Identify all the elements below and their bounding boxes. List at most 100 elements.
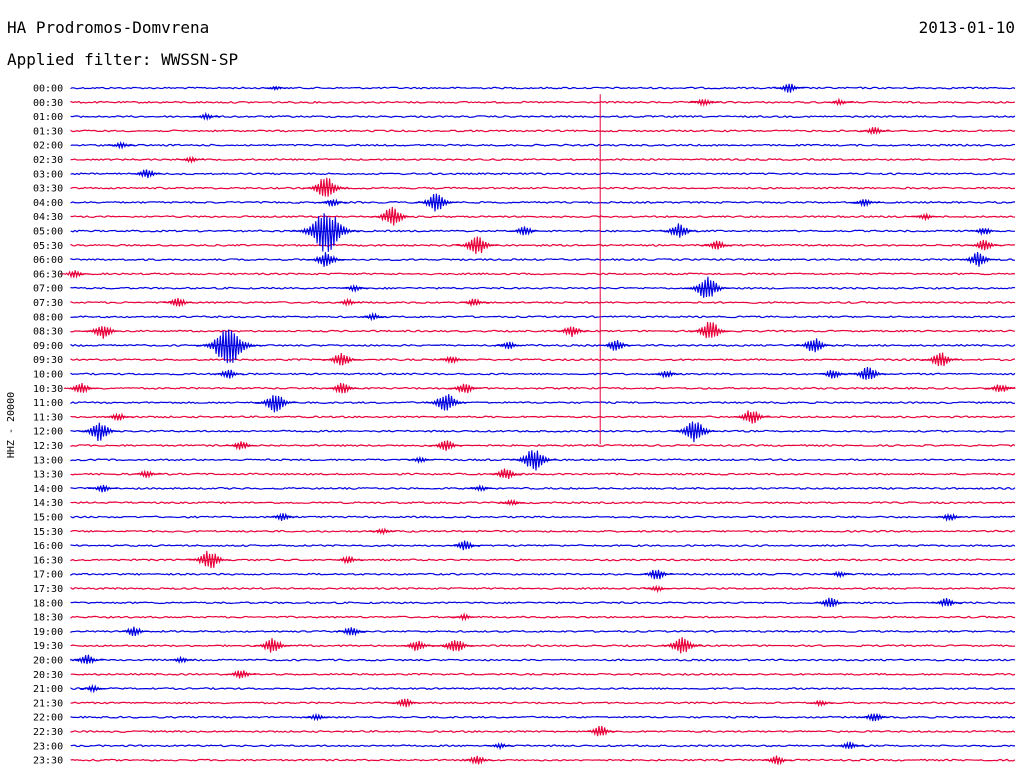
row-label-1930: 19:30 [33,641,63,652]
row-label-0500: 05:00 [33,227,63,238]
event-mark-17 [660,223,698,238]
event-mark-39 [437,355,468,365]
trace-0230 [70,158,1016,161]
event-mark-53 [103,412,134,422]
event-mark-67 [369,527,397,536]
row-label-0300: 03:00 [33,169,63,180]
trace-1800 [70,601,1016,605]
trace-2330 [70,758,1016,762]
event-mark-24 [959,252,998,267]
row-label-2030: 20:30 [33,670,63,681]
event-mark-23 [307,252,346,267]
event-mark-15 [911,212,938,222]
event-mark-58 [510,450,558,471]
trace-0630 [70,272,1016,276]
trace-0100 [70,115,1016,119]
event-mark-54 [78,422,121,441]
event-mark-44 [817,369,849,379]
trace-0730 [70,300,1016,304]
trace-0930 [70,358,1016,362]
trace-0330 [70,186,1016,190]
trace-1100 [70,401,1016,405]
event-mark-34 [689,322,732,339]
event-mark-1 [263,85,288,91]
row-label-2200: 22:00 [33,713,63,724]
trace-2100 [70,687,1016,691]
event-mark-9 [131,169,162,179]
event-mark-56 [225,441,257,451]
event-mark-79 [253,638,292,653]
row-label-0100: 01:00 [33,112,63,123]
event-mark-10 [302,177,350,197]
trace-2030 [70,672,1016,676]
trace-1330 [70,472,1016,476]
row-label-2000: 20:00 [33,656,63,667]
row-label-1030: 10:30 [33,384,63,395]
event-mark-20 [456,236,499,254]
trace-1700 [70,572,1016,576]
event-mark-65 [267,512,297,521]
event-mark-13 [850,199,880,208]
event-mark-43 [213,369,244,379]
event-mark-85 [225,670,257,679]
event-mark-37 [494,341,524,350]
event-mark-90 [303,712,330,722]
trace-2200 [70,715,1016,719]
event-mark-74 [931,598,962,608]
event-marks [59,83,1016,766]
trace-0600 [70,257,1016,262]
trace-0130 [70,129,1016,133]
event-mark-46 [63,383,98,394]
event-mark-64 [498,498,526,507]
trace-0800 [70,315,1016,319]
event-mark-36 [599,340,633,351]
event-mark-50 [254,395,297,413]
row-label-1900: 19:00 [33,627,63,638]
event-mark-6 [859,126,890,136]
event-mark-87 [389,698,421,708]
trace-1930 [70,644,1016,648]
date-label: 2013-01-10 [918,18,1015,37]
row-label-1200: 12:00 [33,427,63,438]
event-mark-88 [807,699,834,708]
trace-1530 [70,529,1016,533]
event-mark-26 [684,276,731,298]
row-label-0430: 04:30 [33,212,63,223]
trace-0400 [70,200,1016,204]
event-mark-82 [400,640,435,651]
row-label-1630: 16:30 [33,555,63,566]
event-mark-40 [323,352,361,366]
event-mark-21 [701,240,732,250]
row-label-1700: 17:00 [33,570,63,581]
event-mark-2 [689,98,720,108]
trace-0500 [70,229,1016,233]
row-label-0830: 08:30 [33,327,63,338]
trace-0000 [70,86,1016,90]
event-mark-45 [652,369,682,379]
event-mark-52 [732,410,771,424]
trace-1830 [70,615,1016,619]
trace-2300 [70,744,1016,748]
row-label-1100: 11:00 [33,398,63,409]
channel-side-label: HHZ - 20000 [6,392,17,458]
event-mark-49 [984,384,1016,393]
row-label-1400: 14:00 [33,484,63,495]
event-mark-84 [167,655,195,664]
event-mark-28 [162,297,194,307]
row-label-0700: 07:00 [33,284,63,295]
row-label-2300: 23:00 [33,741,63,752]
event-mark-51 [424,394,467,411]
row-label-2230: 22:30 [33,727,63,738]
event-mark-16 [291,213,361,252]
trace-1430 [70,501,1016,505]
trace-1730 [70,586,1016,590]
event-mark-76 [451,612,479,622]
event-mark-30 [334,297,362,307]
event-mark-92 [834,741,865,750]
row-label-1600: 16:00 [33,541,63,552]
event-mark-83 [70,654,104,665]
event-mark-78 [335,627,367,637]
event-mark-55 [671,421,718,443]
event-mark-86 [79,683,107,694]
trace-0530 [70,243,1016,247]
